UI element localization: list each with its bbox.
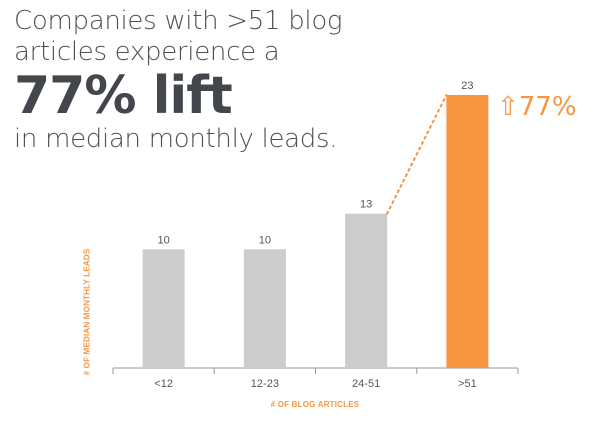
headline-line-1: Companies with >51 blog bbox=[14, 6, 343, 36]
bar-value-label: 10 bbox=[158, 234, 170, 246]
x-tick-label: <12 bbox=[154, 378, 173, 390]
bar-value-label: 10 bbox=[259, 234, 271, 246]
up-arrow-icon: ⇧ bbox=[497, 92, 519, 122]
lift-callout-value: 77% bbox=[518, 92, 577, 122]
bar-value-label: 23 bbox=[461, 80, 473, 92]
bar bbox=[142, 249, 185, 368]
x-tick-label: 24-51 bbox=[352, 378, 380, 390]
bar bbox=[446, 95, 489, 368]
bar bbox=[243, 249, 286, 368]
headline-line-2: articles experience a bbox=[14, 37, 280, 67]
headline-highlight: 77% lift bbox=[14, 66, 233, 126]
bar bbox=[345, 213, 388, 368]
headline-line-4: in median monthly leads. bbox=[14, 124, 338, 154]
x-tick-label: >51 bbox=[458, 378, 477, 390]
lift-callout: ⇧77% bbox=[497, 92, 577, 122]
y-axis-label: # OF MEDIAN MONTHLY LEADS bbox=[82, 248, 92, 376]
bar-value-label: 13 bbox=[360, 199, 372, 211]
lift-connector-line bbox=[386, 94, 448, 215]
x-axis-label: # OF BLOG ARTICLES bbox=[270, 400, 360, 409]
headline: Companies with >51 blog articles experie… bbox=[14, 6, 394, 155]
x-tick-label: 12-23 bbox=[251, 378, 279, 390]
